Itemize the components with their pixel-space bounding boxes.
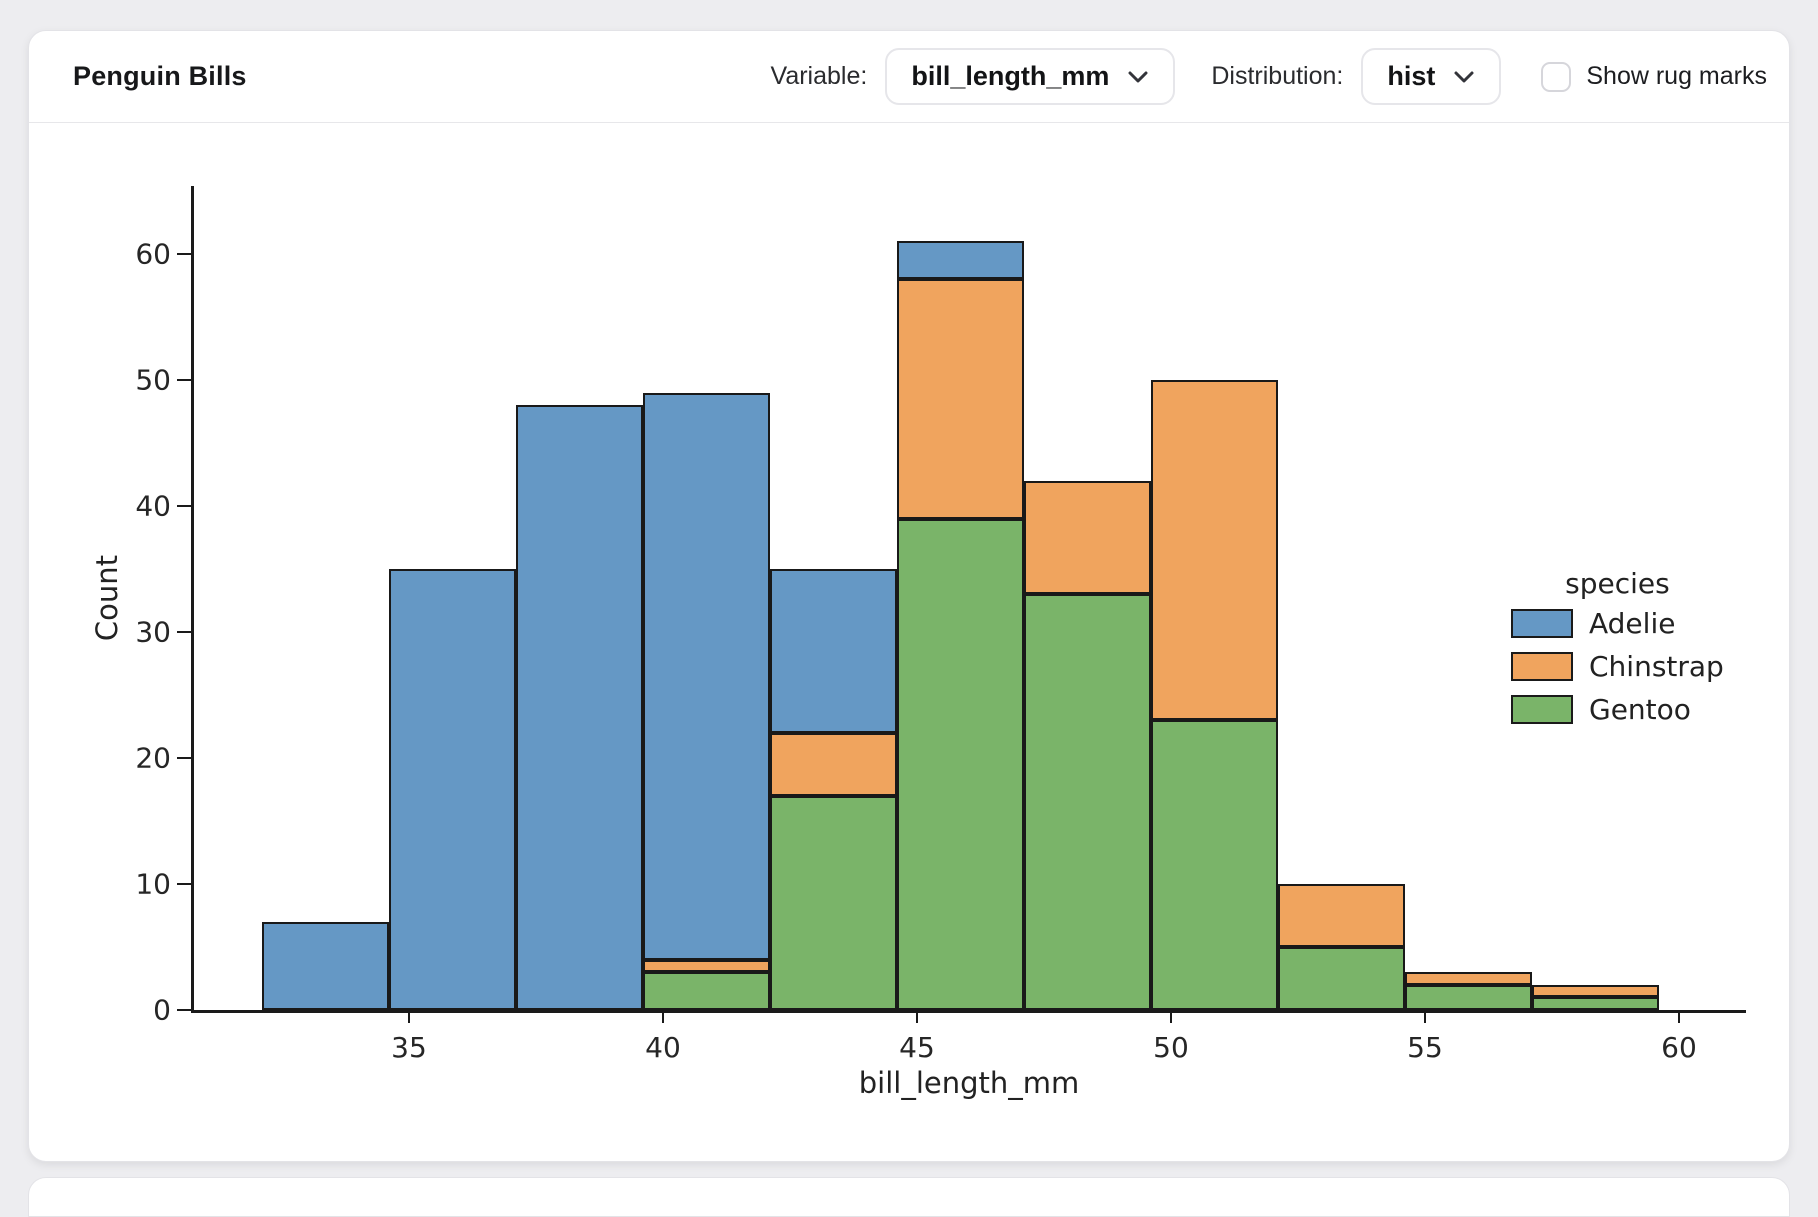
x-tick-label: 50 (1153, 1031, 1189, 1064)
x-tick-label: 40 (645, 1031, 681, 1064)
y-tick-label: 60 (135, 237, 171, 271)
y-tick-label: 20 (135, 741, 171, 775)
x-tick-mark (915, 1010, 919, 1023)
legend-rows: Adelie Chinstrap Gentoo (1511, 606, 1724, 726)
bar-segment-gentoo (1404, 984, 1532, 1010)
bar-segment-adelie (769, 569, 897, 733)
x-tick-label: 45 (899, 1031, 935, 1064)
y-tick-label: 40 (135, 489, 171, 523)
card-header: Penguin Bills Variable: bill_length_mm D… (29, 31, 1789, 123)
bar-segment-adelie (896, 241, 1024, 280)
x-tick-label: 35 (391, 1031, 427, 1064)
bar-segment-chinstrap (1150, 380, 1278, 721)
bar-segment-gentoo (1150, 720, 1278, 1010)
legend-swatch-adelie (1511, 608, 1573, 638)
x-tick-label: 55 (1407, 1031, 1443, 1064)
legend-row-adelie: Adelie (1511, 606, 1724, 640)
legend-label: Chinstrap (1589, 649, 1724, 683)
bar-segment-chinstrap (769, 732, 897, 796)
x-tick-mark (407, 1010, 411, 1023)
x-tick-mark (661, 1010, 665, 1023)
legend-label: Adelie (1589, 606, 1676, 640)
x-tick-label: 60 (1661, 1031, 1697, 1064)
legend-row-chinstrap: Chinstrap (1511, 649, 1724, 683)
legend-row-gentoo: Gentoo (1511, 692, 1724, 726)
bar-segment-adelie (642, 392, 770, 960)
show-rug-checkbox[interactable] (1541, 61, 1572, 92)
variable-label: Variable: (770, 62, 868, 90)
x-tick-mark (1677, 1010, 1681, 1023)
header-controls: Variable: bill_length_mm Distribution: h… (770, 48, 1767, 105)
bar-segment-gentoo (896, 518, 1024, 1010)
y-tick-label: 0 (153, 993, 171, 1027)
x-axis-spine (191, 1010, 1746, 1013)
legend-title: species (1565, 567, 1670, 600)
bar-segment-gentoo (769, 795, 897, 1010)
y-tick-label: 30 (135, 615, 171, 649)
bar-segment-chinstrap (896, 279, 1024, 519)
x-tick-mark (1423, 1010, 1427, 1023)
bar-segment-gentoo (1277, 947, 1405, 1010)
chevron-down-icon (1454, 71, 1474, 82)
legend-swatch-chinstrap (1511, 651, 1573, 681)
y-tick-label: 10 (135, 867, 171, 901)
distribution-label: Distribution: (1211, 62, 1344, 90)
bar-segment-gentoo (1023, 594, 1151, 1010)
variable-dropdown-value: bill_length_mm (911, 61, 1110, 91)
distribution-dropdown[interactable]: hist (1361, 48, 1502, 105)
x-axis-label: bill_length_mm (858, 1066, 1080, 1100)
chart-card: Penguin Bills Variable: bill_length_mm D… (28, 30, 1790, 1162)
y-tick-mark (177, 1008, 191, 1012)
bar-segment-chinstrap (1023, 480, 1151, 595)
page-title: Penguin Bills (73, 61, 247, 91)
chevron-down-icon (1128, 71, 1148, 82)
y-tick-mark (177, 882, 191, 886)
bar-segment-adelie (515, 405, 643, 1010)
bar-segment-adelie (388, 569, 516, 1010)
show-rug-label: Show rug marks (1586, 62, 1767, 90)
bar-segment-chinstrap (1404, 972, 1532, 985)
bar-segment-chinstrap (1277, 884, 1405, 947)
y-tick-mark (177, 756, 191, 760)
bar-segment-chinstrap (642, 959, 770, 973)
bar-segment-adelie (261, 921, 389, 1010)
next-card-peek (28, 1177, 1790, 1217)
y-tick-label: 50 (135, 363, 171, 397)
y-tick-mark (177, 252, 191, 256)
y-tick-mark (177, 378, 191, 382)
variable-dropdown[interactable]: bill_length_mm (885, 48, 1176, 105)
x-tick-mark (1169, 1010, 1173, 1023)
bar-segment-gentoo (1531, 997, 1659, 1010)
legend-label: Gentoo (1589, 692, 1691, 726)
bar-segment-gentoo (642, 972, 770, 1010)
bar-segment-chinstrap (1531, 984, 1659, 998)
y-tick-mark (177, 630, 191, 634)
histogram-plot: Count bill_length_mm species Adelie Chins… (29, 31, 1791, 1163)
y-axis-spine (191, 186, 194, 1013)
legend-swatch-gentoo (1511, 694, 1573, 724)
y-tick-mark (177, 504, 191, 508)
distribution-dropdown-value: hist (1387, 61, 1436, 91)
legend: species Adelie Chinstrap Gentoo (1511, 567, 1724, 737)
